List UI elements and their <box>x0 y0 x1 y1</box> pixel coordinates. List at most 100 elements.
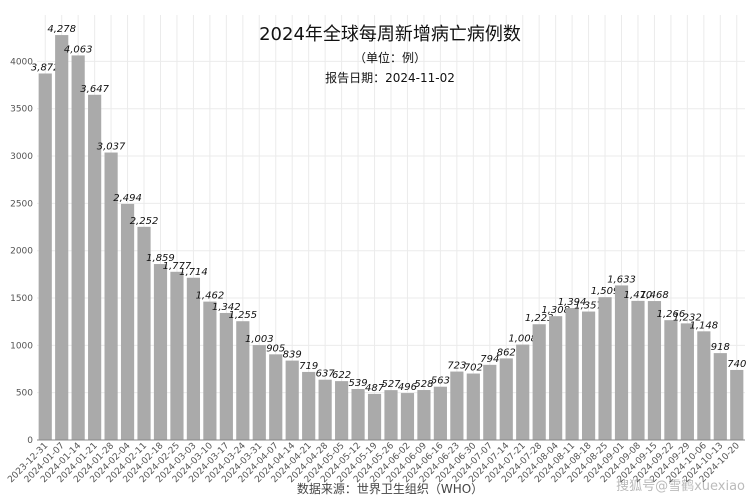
value-label: 862 <box>497 347 516 358</box>
value-label: 622 <box>332 370 351 381</box>
value-label: 3,647 <box>80 84 109 95</box>
value-label: 487 <box>365 383 385 394</box>
value-label: 1,223 <box>525 313 554 324</box>
value-label: 723 <box>447 361 466 372</box>
x-axis-label: 数据来源：世界卫生组织（WHO） <box>297 481 483 496</box>
bar <box>252 345 266 440</box>
value-label: 4,278 <box>47 24 76 35</box>
value-label: 563 <box>431 376 450 387</box>
bar <box>335 381 349 440</box>
value-label: 1,308 <box>541 305 570 316</box>
bar <box>730 369 744 440</box>
value-label: 1,777 <box>163 261 192 272</box>
value-label: 1,394 <box>558 297 587 308</box>
bar <box>598 297 612 440</box>
value-label: 1,468 <box>640 290 669 301</box>
value-label: 1,714 <box>179 267 208 278</box>
bar <box>71 55 85 440</box>
bar <box>680 323 694 440</box>
bar <box>104 152 118 441</box>
bar <box>170 271 184 440</box>
value-label: 3,037 <box>97 142 126 153</box>
bar <box>285 360 299 440</box>
bar <box>302 371 316 440</box>
chart-title: 2024年全球每周新增病亡病例数 <box>259 24 521 45</box>
y-tick-label: 3000 <box>10 152 33 162</box>
value-label: 1,859 <box>146 253 175 264</box>
value-label: 702 <box>464 363 483 374</box>
bar <box>581 311 596 440</box>
value-label: 794 <box>480 354 499 365</box>
y-tick-label: 2500 <box>10 199 33 209</box>
bar <box>55 35 69 441</box>
bar <box>433 386 447 440</box>
value-label: 1,148 <box>690 320 719 331</box>
bar <box>647 301 662 440</box>
bar <box>186 277 201 440</box>
y-tick-label: 3500 <box>10 105 33 115</box>
y-tick-label: 4000 <box>10 57 33 67</box>
bar <box>351 388 365 440</box>
value-label: 905 <box>266 343 285 354</box>
value-label: 528 <box>414 379 433 390</box>
bar <box>88 94 102 441</box>
value-label: 496 <box>398 382 417 393</box>
value-label: 527 <box>381 379 401 390</box>
bar <box>664 320 678 440</box>
bar <box>219 312 233 440</box>
value-label: 3,872 <box>31 62 60 73</box>
bar <box>384 390 398 440</box>
value-label: 1,509 <box>591 286 620 297</box>
bar <box>483 364 497 440</box>
value-label: 1,003 <box>245 334 274 345</box>
value-label: 918 <box>711 342 730 353</box>
bar <box>120 203 135 440</box>
value-label: 1,462 <box>196 291 225 302</box>
value-label: 1,357 <box>574 301 603 312</box>
value-label: 1,266 <box>657 309 686 320</box>
value-label: 1,633 <box>607 274 636 285</box>
bar <box>516 344 530 440</box>
value-label: 1,470 <box>624 290 653 301</box>
value-label: 2,252 <box>130 216 159 227</box>
value-label: 637 <box>316 369 336 380</box>
bar <box>450 371 464 440</box>
bar <box>631 300 645 440</box>
value-label: 2,494 <box>113 193 142 204</box>
bar <box>565 308 579 440</box>
bar <box>466 373 480 440</box>
bar <box>318 379 332 440</box>
chart-subtitle: （单位：例） <box>354 50 426 65</box>
y-tick-label: 2000 <box>10 247 33 257</box>
bar <box>400 393 415 440</box>
y-tick-label: 0 <box>27 436 33 446</box>
bar <box>236 321 250 440</box>
value-label: 1,255 <box>228 310 257 321</box>
value-label: 740 <box>727 359 746 370</box>
value-label: 719 <box>299 361 318 372</box>
watermark: 搜狐号@雪鹤xuexiao <box>616 478 745 494</box>
y-tick-label: 1000 <box>10 341 33 351</box>
bar <box>549 316 563 440</box>
bar <box>499 358 513 440</box>
value-label: 1,232 <box>673 312 702 323</box>
y-tick-label: 500 <box>16 389 33 399</box>
bar <box>697 331 711 440</box>
value-label: 839 <box>283 350 302 361</box>
y-tick-label: 1500 <box>10 294 33 304</box>
bar <box>713 353 727 440</box>
bar <box>203 301 217 440</box>
bar <box>38 73 52 441</box>
report-date: 报告日期：2024-11-02 <box>325 70 455 85</box>
bar <box>614 285 629 440</box>
value-label: 1,342 <box>212 302 241 313</box>
bar <box>269 354 283 440</box>
bar <box>417 390 431 440</box>
value-label: 1,008 <box>508 334 537 345</box>
value-label: 539 <box>349 378 368 389</box>
bar <box>532 324 546 440</box>
bar <box>153 264 168 440</box>
bar <box>367 393 382 440</box>
value-label: 4,063 <box>64 44 93 55</box>
